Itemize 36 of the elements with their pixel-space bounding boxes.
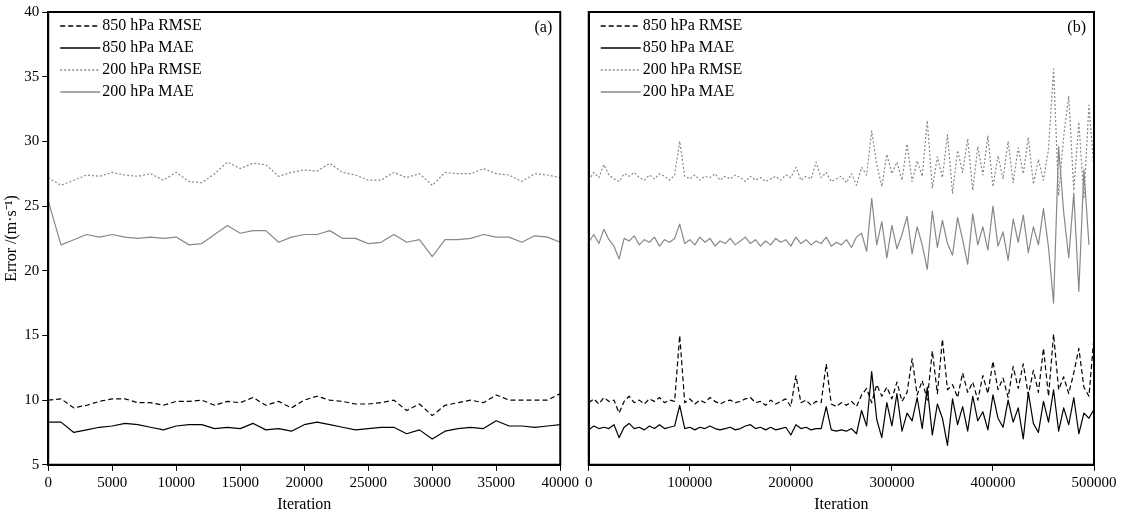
annotation: (b)	[1067, 18, 1086, 37]
x-tick-label: 20000	[285, 473, 323, 490]
legend-label: 850 hPa RMSE	[102, 16, 202, 34]
legend-label: 200 hPa RMSE	[642, 60, 743, 78]
x-tick-label: 400000	[970, 473, 1016, 490]
x-tick-label: 200000	[768, 473, 814, 490]
y-tick-label: 10	[24, 391, 40, 408]
x-tick-label: 35000	[477, 473, 515, 490]
y-tick-label: 25	[24, 196, 40, 213]
x-tick-label: 0	[585, 473, 593, 490]
x-tick-label: 40000	[541, 473, 579, 490]
legend-label: 200 hPa MAE	[642, 82, 735, 100]
annotation: (a)	[534, 18, 553, 37]
legend-label: 850 hPa MAE	[102, 38, 194, 56]
y-tick-label: 35	[24, 67, 40, 84]
y-tick-label: 5	[31, 455, 40, 472]
x-tick-label: 0	[44, 473, 52, 490]
legend-label: 200 hPa MAE	[102, 82, 194, 100]
x-tick-label: 30000	[413, 473, 451, 490]
y-tick-label: 20	[24, 261, 40, 278]
x-axis-title: Iteration	[814, 494, 869, 512]
x-tick-label: 100000	[667, 473, 713, 490]
x-axis-title: Iteration	[277, 494, 332, 512]
y-axis-title: Error /(m·s⁻¹)	[1, 195, 20, 282]
y-tick-label: 30	[24, 132, 40, 149]
x-tick-label: 5000	[97, 473, 128, 490]
y-tick-label: 40	[24, 2, 40, 19]
x-tick-label: 15000	[221, 473, 259, 490]
y-tick-label: 15	[24, 326, 40, 343]
x-tick-label: 300000	[869, 473, 915, 490]
x-tick-label: 25000	[349, 473, 387, 490]
x-tick-label: 10000	[157, 473, 195, 490]
legend-label: 850 hPa MAE	[642, 38, 735, 56]
legend-label: 850 hPa RMSE	[642, 16, 743, 34]
x-tick-label: 500000	[1071, 473, 1117, 490]
legend-label: 200 hPa RMSE	[102, 60, 202, 78]
